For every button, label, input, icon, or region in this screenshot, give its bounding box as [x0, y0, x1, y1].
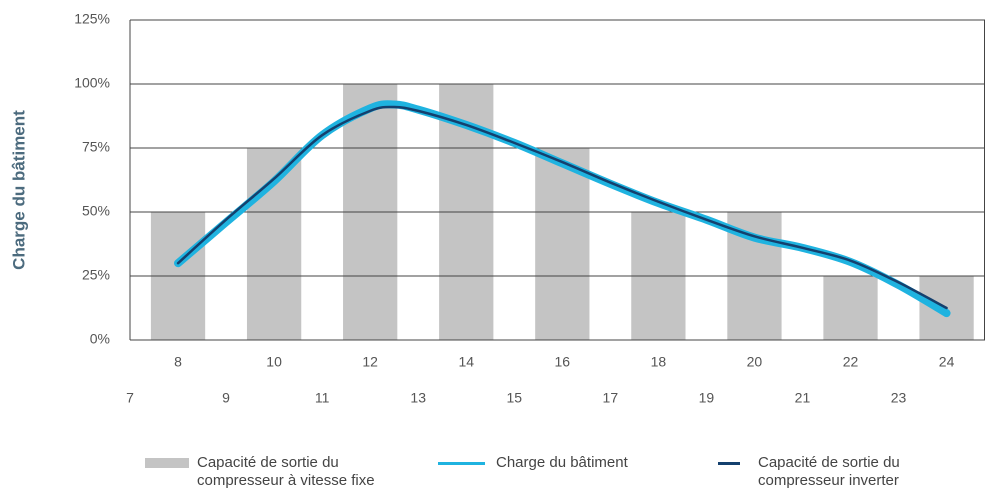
legend-label: Charge du bâtiment: [496, 454, 628, 471]
y-tick-label: 100%: [74, 75, 110, 91]
legend-label: Capacité de sortie du compresseur à vite…: [197, 454, 375, 489]
legend-swatch: [718, 462, 740, 465]
chart: Charge du bâtiment 0% 25% 50% 75% 100% 125% 7 8…: [9, 11, 985, 406]
x-tick-label: 12: [362, 354, 378, 370]
y-tick-label: 50%: [82, 203, 110, 219]
x-tick-label: 7: [126, 390, 134, 406]
x-tick-label: 23: [891, 390, 907, 406]
x-tick-label: 16: [555, 354, 571, 370]
y-axis-label: Charge du bâtiment: [9, 110, 28, 270]
y-tick-label: 75%: [82, 139, 110, 155]
x-tick-label: 8: [174, 354, 182, 370]
x-tick-label: 11: [315, 390, 330, 406]
y-tick-label: 25%: [82, 267, 110, 283]
x-tick-label: 10: [266, 354, 282, 370]
x-tick-label: 24: [939, 354, 955, 370]
x-tick-label: 14: [458, 354, 474, 370]
x-tick-label: 18: [651, 354, 667, 370]
legend-swatch: [145, 458, 189, 468]
bar: [823, 276, 878, 340]
x-tick-label: 19: [699, 390, 715, 406]
legend-label: Capacité de sortie du compresseur invert…: [758, 454, 900, 489]
x-tick-label: 21: [795, 390, 811, 406]
x-tick-label: 22: [843, 354, 859, 370]
legend-swatch: [438, 462, 485, 465]
x-tick-label: 9: [222, 390, 230, 406]
y-tick-label: 125%: [74, 11, 110, 27]
x-tick-label: 15: [506, 390, 522, 406]
x-tick-label: 13: [410, 390, 426, 406]
line: [176, 105, 948, 310]
y-tick-label: 0%: [90, 331, 110, 347]
bar: [535, 148, 590, 340]
legend: Capacité de sortie du compresseur à vite…: [0, 454, 987, 494]
x-tick-label: 20: [747, 354, 763, 370]
x-tick-label: 17: [603, 390, 619, 406]
